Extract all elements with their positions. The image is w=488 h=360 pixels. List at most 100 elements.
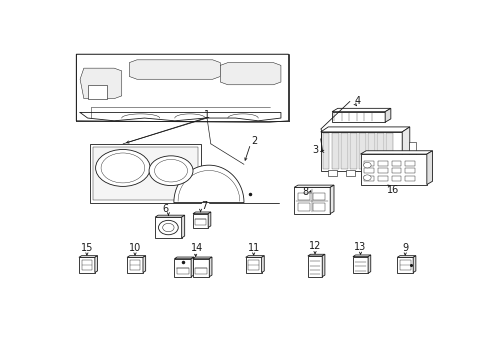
Bar bbox=[89, 144, 201, 203]
Bar bbox=[138, 162, 141, 168]
Bar bbox=[129, 260, 140, 270]
Polygon shape bbox=[142, 256, 145, 273]
Bar bbox=[408, 141, 415, 165]
Bar bbox=[391, 168, 401, 174]
Bar bbox=[174, 259, 191, 277]
Text: 14: 14 bbox=[191, 243, 203, 253]
Circle shape bbox=[163, 223, 174, 232]
Bar bbox=[386, 133, 392, 169]
Polygon shape bbox=[322, 254, 324, 277]
Polygon shape bbox=[193, 212, 210, 214]
Polygon shape bbox=[174, 257, 193, 259]
Bar bbox=[340, 133, 347, 169]
Polygon shape bbox=[261, 256, 264, 273]
Polygon shape bbox=[95, 256, 97, 273]
Bar bbox=[312, 203, 325, 211]
Bar bbox=[81, 260, 92, 270]
Bar bbox=[377, 168, 387, 174]
Polygon shape bbox=[385, 108, 390, 122]
Text: 7: 7 bbox=[201, 202, 207, 211]
Polygon shape bbox=[320, 127, 409, 132]
Bar bbox=[155, 217, 181, 238]
Bar bbox=[376, 133, 383, 169]
Polygon shape bbox=[127, 256, 145, 257]
Polygon shape bbox=[360, 151, 432, 154]
Bar bbox=[193, 214, 208, 228]
Text: 12: 12 bbox=[308, 241, 321, 251]
Text: 6: 6 bbox=[162, 204, 168, 215]
Bar bbox=[363, 170, 373, 176]
Bar bbox=[176, 268, 188, 274]
Polygon shape bbox=[307, 254, 324, 256]
Polygon shape bbox=[412, 256, 415, 273]
Polygon shape bbox=[401, 127, 409, 171]
Polygon shape bbox=[426, 151, 432, 185]
Polygon shape bbox=[329, 185, 333, 214]
Bar bbox=[331, 133, 338, 169]
Bar bbox=[396, 257, 412, 273]
Bar bbox=[377, 161, 387, 166]
Bar bbox=[297, 203, 309, 211]
Polygon shape bbox=[76, 54, 288, 122]
Polygon shape bbox=[129, 60, 220, 79]
Text: 11: 11 bbox=[247, 243, 259, 253]
Text: 10: 10 bbox=[129, 243, 141, 253]
Bar bbox=[151, 162, 154, 168]
Bar bbox=[192, 259, 209, 277]
Bar bbox=[127, 257, 142, 273]
Bar bbox=[92, 147, 198, 201]
Bar bbox=[364, 161, 373, 166]
Polygon shape bbox=[220, 63, 280, 85]
Bar bbox=[360, 154, 426, 185]
Bar bbox=[320, 132, 401, 171]
Circle shape bbox=[363, 175, 370, 180]
Bar bbox=[109, 173, 135, 181]
Polygon shape bbox=[191, 257, 193, 277]
Bar bbox=[367, 133, 374, 169]
Bar bbox=[381, 170, 391, 176]
Bar bbox=[405, 168, 414, 174]
Bar bbox=[399, 260, 410, 270]
Bar bbox=[195, 219, 205, 225]
Bar bbox=[131, 161, 167, 169]
Ellipse shape bbox=[154, 159, 187, 182]
Polygon shape bbox=[294, 185, 333, 187]
Bar bbox=[377, 176, 387, 181]
Ellipse shape bbox=[149, 156, 193, 186]
Bar bbox=[364, 176, 373, 181]
Text: 8: 8 bbox=[302, 186, 308, 197]
Text: 2: 2 bbox=[251, 136, 257, 146]
Bar bbox=[358, 133, 365, 169]
Bar bbox=[345, 170, 354, 176]
Bar bbox=[248, 260, 259, 270]
Polygon shape bbox=[80, 68, 122, 99]
Bar bbox=[195, 268, 206, 274]
Text: 1: 1 bbox=[203, 110, 210, 120]
Circle shape bbox=[363, 162, 370, 168]
Bar bbox=[294, 187, 329, 214]
Bar bbox=[349, 133, 356, 169]
Bar bbox=[79, 257, 95, 273]
Bar bbox=[156, 162, 159, 168]
Bar bbox=[391, 161, 401, 166]
Bar bbox=[142, 162, 145, 168]
Ellipse shape bbox=[96, 149, 150, 186]
Bar bbox=[146, 162, 149, 168]
Bar bbox=[307, 256, 322, 277]
Text: 13: 13 bbox=[354, 242, 366, 252]
Bar bbox=[352, 257, 367, 273]
Text: 3: 3 bbox=[312, 145, 318, 155]
Bar bbox=[364, 168, 373, 174]
Bar bbox=[160, 162, 163, 168]
Polygon shape bbox=[76, 54, 288, 64]
Bar bbox=[297, 193, 309, 201]
Text: 9: 9 bbox=[401, 243, 407, 253]
Polygon shape bbox=[209, 257, 211, 277]
Bar bbox=[322, 133, 329, 169]
Text: 5: 5 bbox=[118, 160, 124, 170]
Polygon shape bbox=[155, 215, 184, 217]
Bar bbox=[327, 170, 336, 176]
Polygon shape bbox=[245, 256, 264, 257]
Polygon shape bbox=[367, 255, 370, 273]
Polygon shape bbox=[208, 212, 210, 228]
